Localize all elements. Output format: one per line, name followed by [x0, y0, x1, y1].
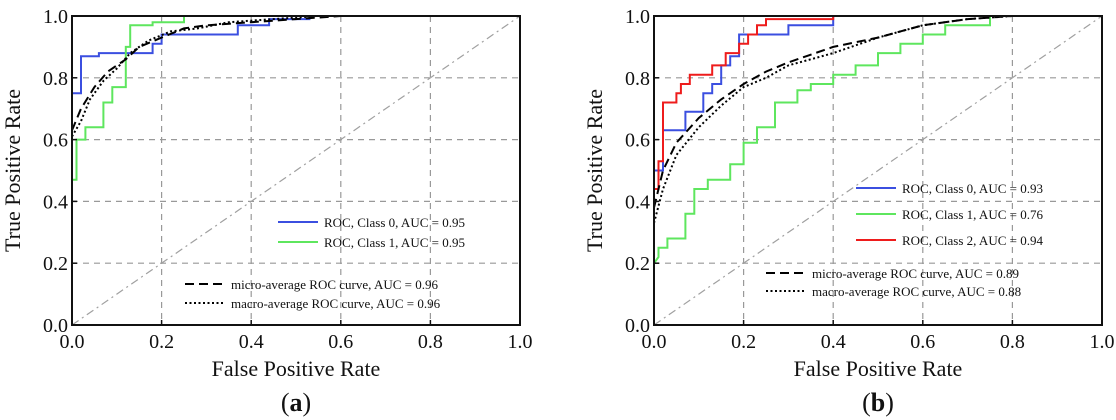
y-tick-label: 0.4	[625, 191, 650, 213]
legend-label: macro-average ROC curve, AUC = 0.96	[231, 296, 441, 311]
x-tick-label: 0.2	[731, 331, 756, 353]
y-tick-label: 0.2	[625, 253, 650, 275]
series-line-a-2	[72, 16, 341, 131]
series-line-b-0	[654, 16, 843, 172]
legend-label: ROC, Class 1, AUC = 0.76	[902, 207, 1043, 222]
x-tick-label: 0.6	[910, 331, 935, 353]
legend-label: macro-average ROC curve, AUC = 0.88	[812, 284, 1021, 299]
x-tick-label: 0.6	[328, 331, 353, 353]
legend-label: micro-average ROC curve, AUC = 0.96	[231, 277, 438, 292]
legend-label: ROC, Class 0, AUC = 0.95	[324, 215, 465, 230]
x-axis-label: False Positive Rate	[794, 356, 963, 381]
legend-label: ROC, Class 1, AUC = 0.95	[324, 235, 465, 250]
legend-entry: micro-average ROC curve, AUC = 0.89	[766, 266, 1019, 281]
series-line-b-4	[654, 16, 1013, 224]
legend-label: micro-average ROC curve, AUC = 0.89	[812, 266, 1019, 281]
x-tick-label: 0.0	[60, 331, 85, 353]
y-tick-label: 0.0	[43, 315, 68, 337]
legend-entry: ROC, Class 1, AUC = 0.95	[278, 235, 465, 250]
series-line-a-3	[72, 16, 319, 138]
panel-a: 0.0 0.2 0.4 0.6 0.8 1.0 0.0 0.2 0.4 0.6 0.8 1.0 Fals…	[0, 6, 533, 417]
x-tick-label: 0.8	[418, 331, 443, 353]
plot-frame	[653, 15, 1103, 326]
y-tick-label: 0.6	[43, 130, 68, 152]
y-tick-label: 0.8	[43, 68, 68, 90]
x-tick-label: 0.4	[239, 331, 264, 353]
series-line-b-1	[654, 16, 991, 264]
x-tick-label: 0.4	[821, 331, 846, 353]
x-tick-label: 0.2	[149, 331, 174, 353]
panel-label: (b)	[862, 388, 894, 417]
series-line-a-0	[72, 16, 311, 95]
legend-entry: macro-average ROC curve, AUC = 0.96	[185, 296, 441, 311]
y-tick-label: 1.0	[625, 6, 650, 28]
legend-label: ROC, Class 2, AUC = 0.94	[902, 233, 1043, 248]
y-axis-label: True Positive Rate	[582, 89, 607, 252]
chance-diagonal-line	[654, 16, 1102, 325]
x-tick-label: 0.0	[642, 331, 667, 353]
x-axis-label: False Positive Rate	[212, 356, 381, 381]
x-tick-label: 0.8	[1000, 331, 1025, 353]
legend-entry: ROC, Class 1, AUC = 0.76	[856, 207, 1043, 222]
y-tick-label: 0.4	[43, 191, 68, 213]
x-tick-label: 1.0	[1090, 331, 1115, 353]
legend-entry: ROC, Class 0, AUC = 0.93	[856, 181, 1043, 196]
y-tick-label: 0.6	[625, 130, 650, 152]
legend-label: ROC, Class 0, AUC = 0.93	[902, 181, 1043, 196]
panel-b: 0.0 0.2 0.4 0.6 0.8 1.0 0.0 0.2 0.4 0.6 0.8 1.0 Fals…	[582, 6, 1115, 417]
y-tick-label: 0.2	[43, 253, 68, 275]
panel-label: (a)	[281, 388, 311, 417]
y-axis-label: True Positive Rate	[0, 89, 25, 252]
legend-entry: ROC, Class 2, AUC = 0.94	[856, 233, 1043, 248]
legend-entry: ROC, Class 0, AUC = 0.95	[278, 215, 465, 230]
series-line-b-2	[654, 16, 835, 190]
legend-entry: macro-average ROC curve, AUC = 0.88	[766, 284, 1021, 299]
y-tick-label: 0.8	[625, 68, 650, 90]
y-tick-label: 0.0	[625, 315, 650, 337]
series-line-a-1	[72, 16, 185, 181]
y-tick-label: 1.0	[43, 6, 68, 28]
x-tick-label: 1.0	[508, 331, 533, 353]
legend-entry: micro-average ROC curve, AUC = 0.96	[185, 277, 438, 292]
series-line-b-3	[654, 16, 1013, 208]
chance-diagonal-line	[72, 16, 520, 325]
plot-frame	[71, 15, 521, 326]
